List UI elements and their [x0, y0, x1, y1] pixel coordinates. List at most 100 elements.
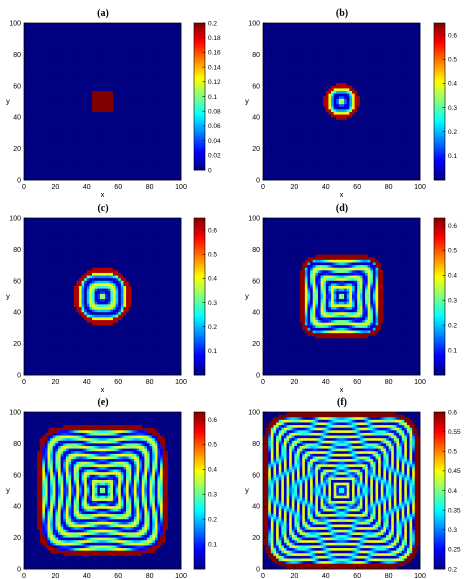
heatmap-cell — [414, 30, 418, 34]
heatmap-cell — [110, 161, 114, 165]
heatmap-cell — [157, 49, 161, 53]
heatmap-cell — [89, 67, 93, 71]
heatmap-cell — [165, 161, 169, 165]
colorbar-segment — [194, 80, 205, 84]
heatmap-cell — [276, 43, 280, 47]
heatmap-cell — [86, 135, 90, 139]
heatmap-cell — [170, 57, 174, 60]
heatmap-cell — [276, 67, 280, 71]
heatmap-cell — [39, 25, 43, 29]
heatmap-cell — [131, 88, 135, 92]
heatmap-cell — [128, 119, 132, 123]
heatmap-cell — [146, 70, 150, 74]
heatmap-cell — [131, 33, 135, 37]
heatmap-cell — [94, 28, 98, 32]
heatmap-cell — [317, 72, 321, 76]
heatmap-cell — [157, 172, 161, 176]
heatmap-cell — [42, 148, 46, 152]
heatmap-cell — [178, 28, 182, 32]
heatmap-cell — [170, 132, 174, 136]
heatmap-cell — [131, 145, 135, 149]
heatmap-cell — [157, 54, 161, 58]
heatmap-cell — [37, 172, 41, 176]
heatmap-cell — [149, 174, 153, 178]
heatmap-cell — [55, 156, 59, 160]
heatmap-cell — [175, 114, 179, 118]
heatmap-cell — [99, 62, 103, 66]
heatmap-cell — [367, 30, 371, 34]
heatmap-cell — [149, 62, 153, 66]
heatmap-cell — [170, 111, 174, 115]
colorbar-segment — [194, 52, 205, 56]
heatmap-cell — [107, 174, 111, 178]
heatmap-cell — [123, 114, 127, 118]
heatmap-cell — [118, 166, 122, 170]
heatmap-cell — [263, 70, 266, 74]
heatmap-cell — [139, 51, 143, 55]
heatmap-cell — [149, 148, 153, 152]
heatmap-cell — [68, 122, 72, 126]
heatmap-cell — [149, 41, 153, 45]
heatmap-cell — [170, 83, 174, 87]
heatmap-cell — [107, 156, 111, 160]
heatmap-cell — [118, 140, 122, 144]
heatmap-cell — [39, 43, 43, 47]
heatmap-cell — [89, 49, 93, 53]
heatmap-cell — [29, 106, 33, 110]
heatmap-cell — [370, 30, 374, 34]
heatmap-cell — [34, 85, 38, 89]
heatmap-cell — [29, 62, 33, 66]
heatmap-cell — [120, 106, 124, 110]
heatmap-cell — [24, 106, 27, 110]
heatmap-cell — [44, 93, 48, 97]
heatmap-cell — [131, 25, 135, 29]
heatmap-cell — [170, 159, 174, 163]
heatmap-cell — [92, 70, 95, 74]
heatmap-cell — [175, 96, 179, 100]
heatmap-cell — [133, 174, 137, 178]
heatmap-cell — [417, 23, 421, 26]
heatmap-cell — [167, 30, 171, 34]
heatmap-cell — [65, 174, 69, 178]
heatmap-cell — [86, 174, 90, 178]
heatmap-cell — [270, 28, 274, 32]
heatmap-cell — [304, 51, 308, 55]
heatmap-cell — [76, 30, 80, 34]
heatmap-cell — [52, 127, 56, 131]
heatmap-cell — [115, 72, 119, 76]
heatmap-cell — [107, 172, 111, 176]
heatmap-cell — [58, 96, 61, 100]
heatmap-cell — [31, 106, 35, 110]
heatmap-cell — [44, 64, 48, 68]
heatmap-cell — [37, 164, 41, 168]
heatmap-cell — [152, 159, 156, 163]
heatmap-cell — [283, 57, 287, 60]
heatmap-cell — [315, 38, 319, 42]
heatmap-cell — [173, 140, 177, 144]
heatmap-cell — [367, 36, 371, 40]
heatmap-cell — [307, 49, 311, 53]
heatmap-cell — [409, 54, 413, 58]
heatmap-cell — [263, 75, 266, 79]
heatmap-cell — [175, 169, 179, 173]
heatmap-cell — [58, 119, 61, 123]
heatmap-cell — [29, 151, 33, 155]
heatmap-cell — [162, 148, 166, 152]
heatmap-cell — [47, 23, 51, 26]
heatmap-cell — [409, 49, 413, 53]
heatmap-cell — [110, 72, 114, 76]
heatmap-cell — [92, 119, 95, 123]
heatmap-cell — [58, 135, 61, 139]
heatmap-cell — [81, 64, 85, 68]
heatmap-cell — [393, 62, 397, 66]
heatmap-cell — [86, 143, 90, 147]
colorbar-segment — [194, 36, 205, 40]
heatmap-cell — [118, 143, 122, 147]
heatmap-cell — [37, 38, 41, 42]
heatmap-cell — [175, 62, 179, 66]
heatmap-cell — [154, 143, 158, 147]
heatmap-cell — [152, 33, 156, 37]
heatmap-cell — [102, 132, 106, 136]
heatmap-cell — [94, 43, 98, 47]
heatmap-cell — [81, 148, 85, 152]
